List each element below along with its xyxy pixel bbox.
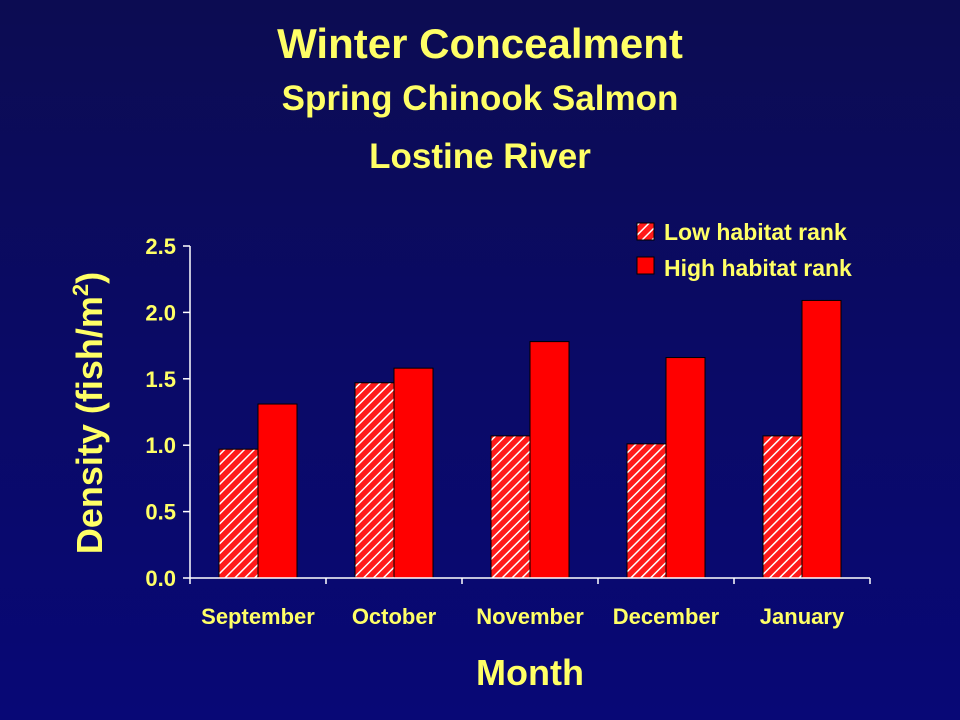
y-tick-label: 0.0 [145,566,176,591]
y-ticks-group: 0.0 0.5 1.0 1.5 2.0 2.5 [145,234,190,591]
title-block: Winter Concealment Spring Chinook Salmon… [0,18,960,186]
y-tick-label: 1.0 [145,433,176,458]
chart-title: Winter Concealment [277,20,683,67]
bar-low-december [626,443,667,579]
legend-swatch-low [636,222,655,241]
x-category-labels: September October November December January [201,604,845,629]
y-axis-title-main: Density (fish/m [69,296,110,554]
bar-high-november [529,341,570,579]
y-tick-label: 1.5 [145,367,176,392]
chart-subtitle-location: Lostine River [369,137,591,176]
legend-swatch-high [636,256,655,275]
x-category-label: November [476,604,584,629]
bar-high-october [393,367,434,579]
legend-label-high: High habitat rank [664,255,852,281]
x-category-label: October [352,604,437,629]
bar-low-october [354,382,395,579]
bar-low-january [762,435,803,579]
bar-low-september [218,448,259,579]
chart-subtitle-species: Spring Chinook Salmon [281,79,679,118]
y-tick-label: 2.5 [145,234,176,259]
bar-high-january [801,299,842,579]
x-category-label: September [201,604,315,629]
y-axis-title-superscript: 2 [68,284,93,296]
legend-label-low: Low habitat rank [664,219,847,245]
bar-low-november [490,435,531,579]
x-category-label: January [760,604,845,629]
bars-group [218,299,842,579]
axes-group [189,246,871,584]
y-tick-label: 2.0 [145,300,176,325]
x-axis-title: Month [476,652,584,693]
y-axis-title: Density (fish/m2) [68,272,110,554]
y-tick-label: 0.5 [145,500,176,525]
y-axis-title-suffix: ) [69,272,110,284]
legend: Low habitat rank High habitat rank [636,219,852,281]
bar-high-september [257,403,298,579]
bar-high-december [665,357,706,579]
x-category-label: December [613,604,720,629]
